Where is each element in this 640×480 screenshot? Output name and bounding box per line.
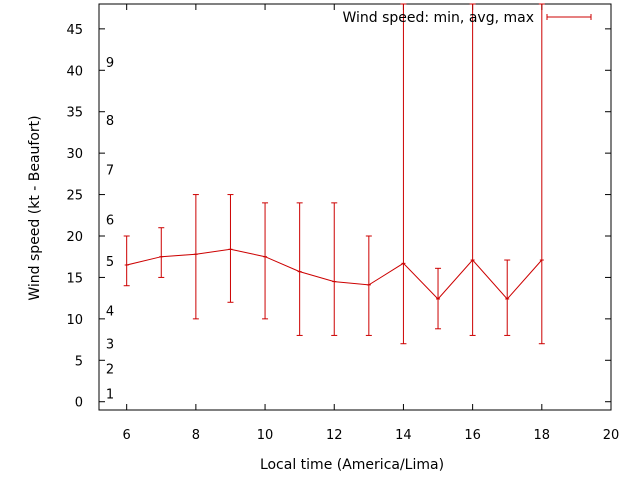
y-tick-label: 40 [66,64,83,79]
y-tick-label: 15 [66,271,83,286]
beaufort-label: 6 [106,213,114,228]
beaufort-label: 9 [106,56,114,71]
x-tick-label: 14 [395,428,412,443]
x-tick-label: 10 [257,428,274,443]
y-tick-label: 5 [75,354,83,369]
x-tick-label: 16 [464,428,481,443]
x-tick-label: 8 [192,428,200,443]
beaufort-label: 8 [106,114,114,129]
y-tick-label: 45 [66,23,83,38]
y-tick-label: 10 [66,313,83,328]
x-tick-label: 12 [326,428,343,443]
y-tick-label: 25 [66,189,83,204]
plot-frame [98,3,612,411]
legend-label: Wind speed: min, avg, max [342,10,534,26]
beaufort-label: 7 [106,164,114,179]
y-tick-label: 30 [66,147,83,162]
y-tick-label: 20 [66,230,83,245]
x-tick-label: 18 [534,428,551,443]
y-tick-label: 0 [75,396,83,411]
x-tick-label: 20 [603,428,620,443]
y-tick-label: 35 [66,106,83,121]
beaufort-label: 3 [106,338,114,353]
beaufort-label: 2 [106,363,114,378]
beaufort-label: 5 [106,255,114,270]
legend: Wind speed: min, avg, max [342,10,592,26]
y-axis-label: Wind speed (kt - Beaufort) [27,115,43,300]
beaufort-label: 4 [106,305,114,320]
x-axis-label: Local time (America/Lima) [260,457,444,473]
beaufort-label: 1 [106,387,114,402]
x-tick-label: 6 [123,428,131,443]
